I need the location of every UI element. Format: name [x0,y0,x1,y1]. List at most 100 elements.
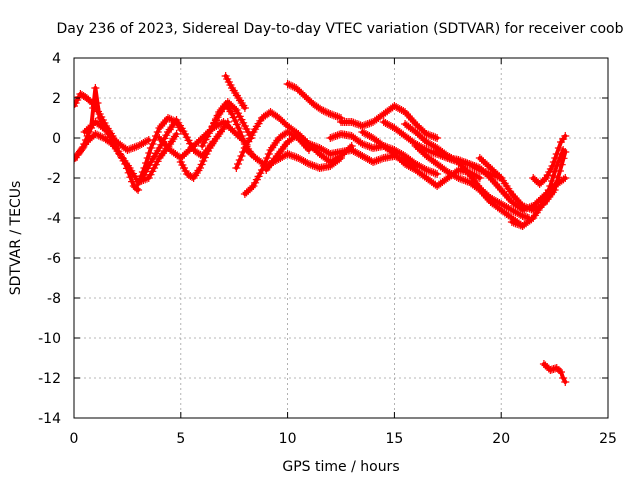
data-point-marker [554,173,563,182]
series-track-19 [337,102,442,142]
data-point-marker [486,164,495,172]
data-point-marker [445,169,454,177]
data-point-marker [331,112,340,120]
data-point-marker [182,149,191,157]
data-point-marker [549,158,558,166]
data-point-marker [427,141,436,149]
data-point-marker [96,132,105,141]
data-point-marker [376,155,385,164]
data-point-marker [520,202,529,211]
data-point-marker [365,132,374,140]
data-point-marker [426,147,434,156]
data-point-marker [411,142,420,150]
data-point-marker [458,175,467,184]
data-point-marker [358,128,367,136]
data-point-marker [319,106,328,115]
data-point-marker [493,182,502,190]
data-point-marker [353,149,362,157]
data-point-marker [312,142,321,151]
data-point-marker [470,162,479,170]
data-point-marker [229,113,238,122]
data-point-marker [383,120,392,128]
data-point-marker [306,160,315,169]
data-point-marker [351,119,360,128]
data-point-marker [360,153,369,161]
data-point-marker [374,156,383,164]
data-point-marker [507,218,516,226]
data-point-marker [431,133,440,142]
data-point-marker [509,192,518,200]
data-point-marker [235,156,244,164]
data-point-marker [559,175,568,184]
series-track-28 [539,360,570,386]
data-point-marker [447,170,456,178]
data-point-marker [456,174,465,183]
data-point-marker [358,152,367,160]
data-point-marker [306,140,315,149]
data-point-marker [263,154,272,162]
data-point-marker [468,161,477,170]
data-point-marker [551,167,560,175]
data-point-marker [158,120,167,128]
data-point-marker [498,188,507,196]
data-point-marker [152,132,161,140]
data-point-marker [137,140,146,148]
x-tick-label: 10 [279,431,297,447]
data-point-marker [426,167,434,176]
data-point-marker [102,126,111,134]
data-point-marker [426,140,434,148]
data-point-marker [331,132,340,140]
data-point-marker [288,82,297,91]
data-point-marker [422,166,431,174]
data-point-marker [481,159,490,167]
data-point-marker [481,192,490,200]
data-point-marker [477,165,486,174]
data-point-marker [361,130,370,138]
data-point-marker [301,136,310,145]
data-point-marker [335,113,344,122]
data-point-marker [212,115,221,123]
x-tick-label: 15 [385,431,403,447]
data-point-marker [385,121,394,129]
series-track-14 [240,144,345,172]
data-point-marker [196,164,205,172]
data-point-marker [328,110,337,119]
data-point-marker [548,162,557,170]
y-tick-label: -8 [47,291,61,307]
data-point-marker [132,142,141,151]
data-point-marker [484,172,493,181]
data-point-marker [322,108,331,117]
data-point-marker [449,171,458,179]
data-point-marker [490,178,499,186]
data-point-marker [547,177,556,185]
data-point-marker [200,153,209,162]
data-point-marker [361,154,370,162]
data-point-marker [157,122,166,130]
data-point-marker [172,130,181,138]
data-point-marker [513,196,522,204]
data-point-marker [231,117,240,125]
data-point-marker [123,146,132,154]
data-point-marker [80,128,89,136]
data-point-marker [422,138,431,146]
data-point-marker [246,149,255,157]
data-point-marker [326,110,335,118]
data-point-marker [459,176,468,184]
data-point-marker [296,131,305,140]
data-point-marker [189,142,198,151]
data-point-marker [354,150,363,158]
data-point-marker [477,188,486,196]
data-point-marker [264,150,273,158]
y-tick-label: 2 [52,91,61,107]
data-point-marker [408,116,417,124]
data-point-marker [491,180,500,188]
series-track-27 [529,132,570,188]
data-point-marker [543,190,552,198]
data-point-marker [194,137,203,146]
data-point-marker [418,148,427,157]
series-track-4 [80,118,153,154]
data-point-marker [100,124,109,133]
data-point-marker [196,150,205,159]
data-point-marker [303,159,312,167]
data-point-marker [404,162,413,170]
